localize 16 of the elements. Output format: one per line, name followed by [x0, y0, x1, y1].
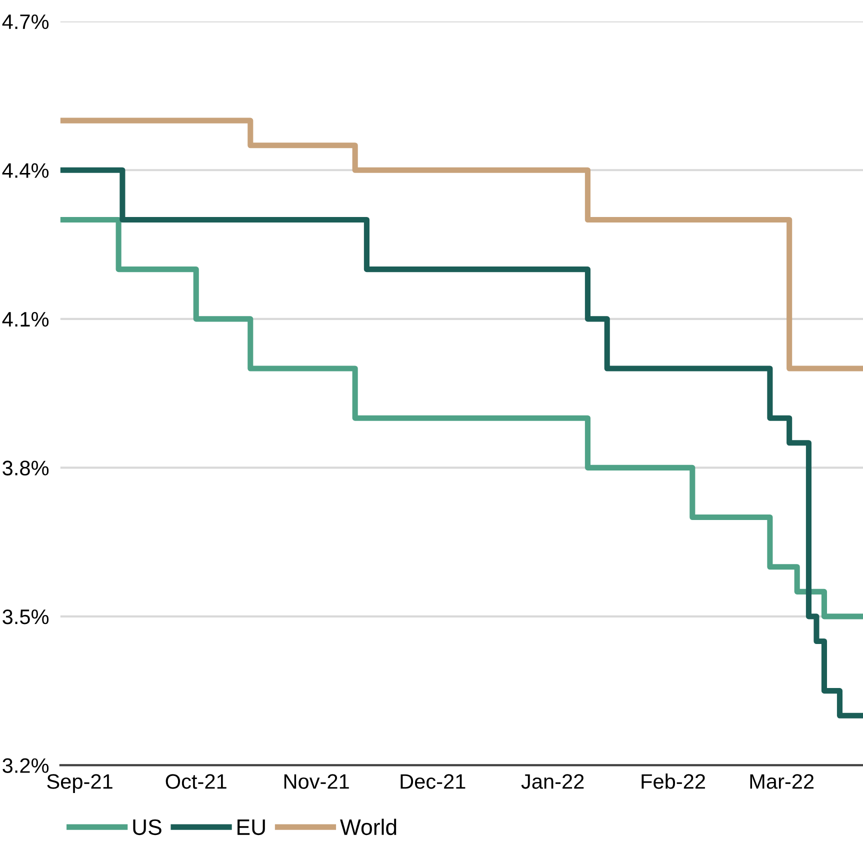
y-tick-label: 4.4%: [2, 163, 49, 178]
x-tick-label: Jan-22: [521, 774, 584, 789]
x-tick-label: Mar-22: [750, 774, 814, 789]
y-tick-label: 4.1%: [2, 312, 49, 327]
x-tick-label: Feb-22: [642, 774, 705, 789]
y-tick-label: 3.8%: [2, 460, 49, 476]
y-tick-label: 4.7%: [2, 14, 49, 30]
x-tick-label: Sep-21: [47, 774, 112, 793]
x-tick-label: Dec-21: [400, 774, 466, 789]
legend-label: EU: [238, 820, 265, 836]
legend-label: US: [133, 819, 162, 836]
x-tick-label: Nov-21: [284, 774, 349, 789]
x-tick-label: Oct-21: [166, 774, 226, 789]
y-tick-label: 3.5%: [2, 609, 49, 624]
legend-label: World: [340, 818, 396, 836]
y-tick-label: 3.2%: [2, 758, 49, 773]
